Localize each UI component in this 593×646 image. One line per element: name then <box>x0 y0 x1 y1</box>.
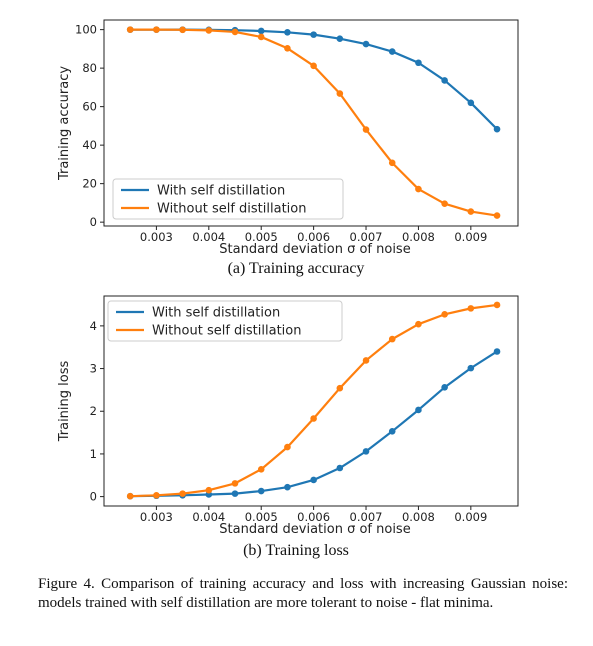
data-point <box>388 159 396 167</box>
x-tick-label: 0.005 <box>245 230 278 244</box>
chart-accuracy: 0.003 0.004 0.005 0.006 0.007 0.008 0.009 0 20 40… <box>57 19 519 277</box>
y-tick-label: 4 <box>90 319 97 333</box>
data-point <box>362 448 370 455</box>
subcaption: (b) Training loss <box>243 542 349 559</box>
data-point <box>415 185 422 193</box>
legend-label: Without self distillation <box>152 324 301 339</box>
legend-box <box>112 178 344 220</box>
y-axis-label: Training accuracy <box>57 66 72 181</box>
data-point <box>493 301 501 309</box>
x-tick-label: 0.007 <box>350 510 383 524</box>
data-point <box>362 357 370 364</box>
data-point <box>362 126 370 133</box>
legend-label: With self distillation <box>152 306 280 321</box>
data-point <box>467 305 475 312</box>
data-point <box>284 443 291 451</box>
x-tick-label: 0.006 <box>297 230 330 244</box>
legend: With self distillation Without self disti… <box>112 178 344 220</box>
data-point <box>467 99 475 107</box>
data-point <box>126 492 134 500</box>
data-point <box>231 28 239 36</box>
data-point <box>467 208 475 215</box>
x-tick-label: 0.005 <box>245 510 278 524</box>
plot-frame <box>103 295 519 507</box>
x-tick-label: 0.004 <box>192 510 225 524</box>
data-point <box>257 465 265 473</box>
data-point <box>310 415 317 422</box>
data-point <box>493 348 501 355</box>
x-tick-label: 0.008 <box>402 230 435 244</box>
x-tick-label: 0.003 <box>140 510 173 524</box>
y-axis-label: Training loss <box>57 361 72 443</box>
figure: 0.003 0.004 0.005 0.006 0.007 0.008 0.00902040… <box>57 19 519 559</box>
data-point <box>493 212 501 219</box>
data-point <box>257 27 265 35</box>
data-point <box>310 31 317 38</box>
y-tick-label: 0 <box>90 215 97 229</box>
x-tick-label: 0.009 <box>454 230 487 244</box>
x-tick-label: 0.009 <box>454 510 487 524</box>
y-tick-label: 2 <box>90 404 97 418</box>
x-tick-label: 0.008 <box>402 510 435 524</box>
legend-label: With self distillation <box>157 184 285 199</box>
legend-box <box>107 300 343 342</box>
data-point <box>388 48 396 55</box>
chart-loss: 0.003 0.004 0.005 0.006 0.007 0.008 0.009 0 1 2 3 4… <box>57 295 519 559</box>
legend: With self distillation Without self disti… <box>107 300 343 342</box>
data-point <box>257 487 265 495</box>
data-point <box>310 62 317 70</box>
data-point <box>336 35 344 42</box>
data-point <box>153 26 160 33</box>
data-point <box>153 492 160 499</box>
data-point <box>179 490 186 497</box>
data-point <box>284 483 291 491</box>
data-point <box>441 77 448 84</box>
data-point <box>205 27 213 34</box>
data-point <box>205 486 213 494</box>
data-point <box>441 200 448 207</box>
y-tick-label: 3 <box>90 362 97 376</box>
figure-caption: Figure 4. Comparison of training accurac… <box>38 576 568 611</box>
data-point <box>388 335 396 343</box>
y-tick-label: 80 <box>82 61 97 75</box>
data-point <box>415 59 422 67</box>
y-tick-label: 100 <box>75 23 97 37</box>
data-point <box>441 311 448 318</box>
data-point <box>231 490 239 497</box>
x-tick-label: 0.003 <box>140 230 173 244</box>
subcaption: (a) Training accuracy <box>228 260 365 277</box>
data-point <box>310 476 317 484</box>
data-point <box>336 384 344 392</box>
x-tick-label: 0.007 <box>350 230 383 244</box>
x-tick-label: 0.006 <box>297 510 330 524</box>
x-axis-label: Standard deviation σ of noise <box>219 242 410 257</box>
data-point <box>467 364 475 372</box>
data-point <box>415 320 422 328</box>
data-point <box>336 464 344 472</box>
data-point <box>231 480 239 487</box>
series-line <box>130 350 498 498</box>
data-point <box>388 428 396 435</box>
y-tick-label: 1 <box>90 447 97 461</box>
data-point <box>284 45 291 52</box>
data-point <box>441 384 448 391</box>
plot-frame <box>103 19 519 227</box>
data-point <box>336 90 344 97</box>
y-tick-label: 20 <box>82 177 97 191</box>
data-point <box>362 40 370 48</box>
y-tick-label: 60 <box>82 100 97 114</box>
y-tick-label: 40 <box>82 138 97 152</box>
data-point <box>284 29 291 36</box>
y-tick-label: 0 <box>90 490 97 504</box>
data-point <box>179 26 186 34</box>
data-point <box>415 406 422 414</box>
data-point <box>493 125 501 133</box>
legend-label: Without self distillation <box>157 202 306 217</box>
x-axis-label: Standard deviation σ of noise <box>219 522 410 537</box>
data-point <box>126 26 134 33</box>
data-point <box>257 33 265 41</box>
x-tick-label: 0.004 <box>192 230 225 244</box>
